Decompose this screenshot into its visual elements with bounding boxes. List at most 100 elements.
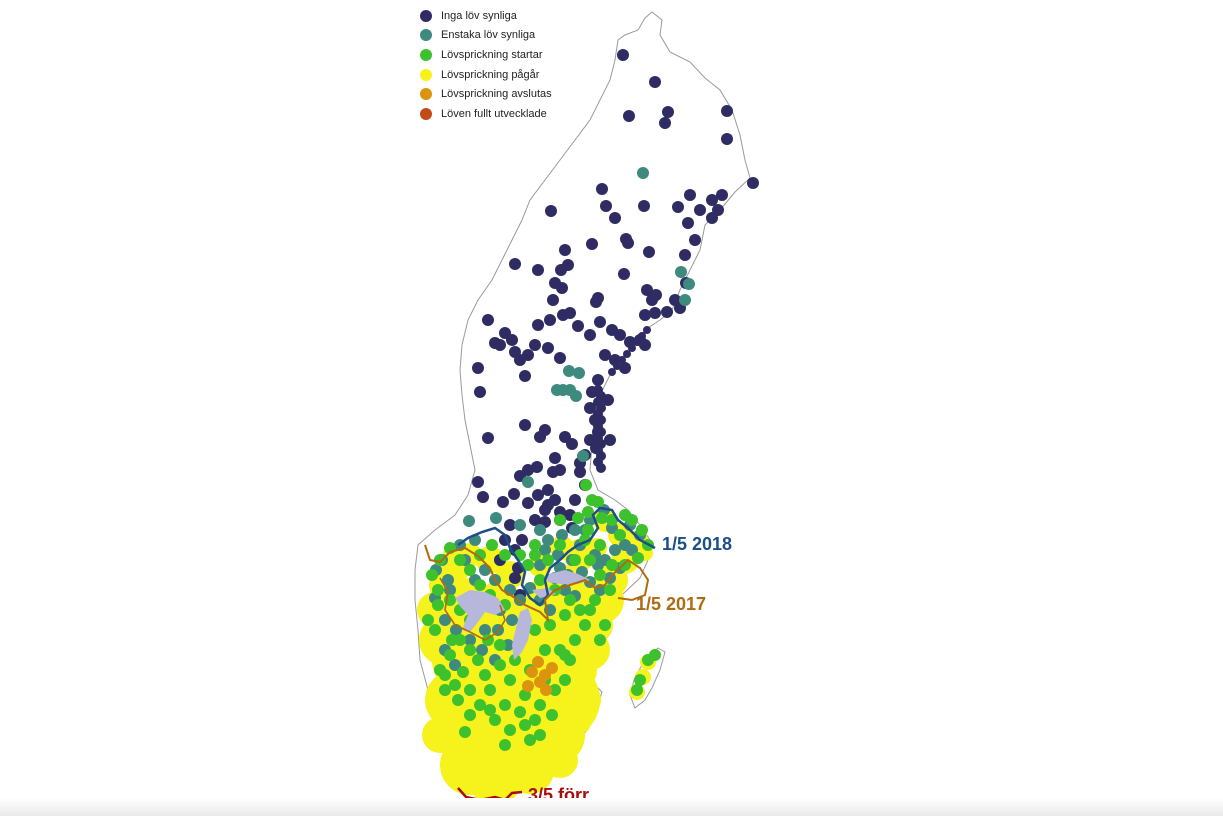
observation-dot xyxy=(454,554,466,566)
observation-dot xyxy=(459,726,471,738)
observation-dot xyxy=(489,714,501,726)
observation-dot xyxy=(632,552,644,564)
legend-label: Inga löv synliga xyxy=(441,9,517,22)
observation-dot xyxy=(564,594,576,606)
observation-dot xyxy=(706,212,718,224)
leafing-area xyxy=(584,706,596,718)
observation-dot xyxy=(464,644,476,656)
observation-dot xyxy=(747,177,759,189)
observation-dot xyxy=(649,307,661,319)
observation-dot xyxy=(623,350,631,358)
observation-dot xyxy=(449,679,461,691)
observation-dot xyxy=(449,659,461,671)
observation-dot xyxy=(444,649,456,661)
observation-dot xyxy=(532,489,544,501)
legend-item: Enstaka löv synliga xyxy=(420,26,552,46)
observation-dot xyxy=(596,183,608,195)
observation-dot xyxy=(464,634,476,646)
observation-dot xyxy=(628,344,636,352)
observation-dot xyxy=(549,684,561,696)
observation-dot xyxy=(547,294,559,306)
observation-dot xyxy=(594,539,606,551)
observation-dot xyxy=(554,539,566,551)
observation-dot xyxy=(626,514,638,526)
legend: Inga löv synliga Enstaka löv synliga Löv… xyxy=(420,6,552,124)
observation-dot xyxy=(452,694,464,706)
observation-dot xyxy=(569,524,581,536)
observation-dot xyxy=(604,434,616,446)
observation-dot xyxy=(638,332,646,340)
legend-item: Inga löv synliga xyxy=(420,6,552,26)
observation-dot xyxy=(534,574,546,586)
observation-dot xyxy=(559,244,571,256)
observation-dot xyxy=(509,258,521,270)
observation-dot xyxy=(566,438,578,450)
observation-dot xyxy=(474,579,486,591)
legend-dot xyxy=(420,9,432,22)
legend-dot xyxy=(420,88,432,101)
observation-dot xyxy=(482,432,494,444)
observation-dot xyxy=(559,609,571,621)
observation-dot xyxy=(706,194,718,206)
observation-dot xyxy=(569,634,581,646)
observation-points xyxy=(422,49,759,751)
observation-dot xyxy=(506,614,518,626)
observation-dot xyxy=(489,337,501,349)
observation-dot xyxy=(504,724,516,736)
observation-dot xyxy=(422,614,434,626)
observation-dot xyxy=(614,329,626,341)
observation-dot xyxy=(600,200,612,212)
observation-dot xyxy=(613,362,621,370)
observation-dot xyxy=(584,402,596,414)
observation-dot xyxy=(486,539,498,551)
front-line-2018 xyxy=(457,506,656,607)
observation-dot xyxy=(594,569,606,581)
observation-dot xyxy=(504,519,516,531)
observation-dot xyxy=(464,709,476,721)
observation-dot xyxy=(524,734,536,746)
observation-dot xyxy=(509,654,521,666)
observation-dot xyxy=(547,466,559,478)
observation-dot xyxy=(474,386,486,398)
observation-dot xyxy=(636,524,648,536)
observation-dot xyxy=(563,365,575,377)
observation-dot xyxy=(594,634,606,646)
observation-dot xyxy=(499,739,511,751)
leafing-area xyxy=(422,717,458,753)
observation-dot xyxy=(596,512,608,524)
observation-dot xyxy=(675,266,687,278)
observation-dot xyxy=(534,524,546,536)
leafing-area xyxy=(542,742,578,778)
observation-dot xyxy=(539,424,551,436)
observation-dot xyxy=(590,296,602,308)
observation-dot xyxy=(472,654,484,666)
observation-dot xyxy=(439,684,451,696)
observation-dot xyxy=(508,488,520,500)
observation-dot xyxy=(464,684,476,696)
legend-item: Lövsprickning startar xyxy=(420,45,552,65)
observation-dot xyxy=(429,624,441,636)
observation-dot xyxy=(559,674,571,686)
observation-dot xyxy=(504,674,516,686)
observation-dot xyxy=(477,491,489,503)
observation-dot xyxy=(638,200,650,212)
observation-dot xyxy=(499,549,511,561)
observation-dot xyxy=(694,204,706,216)
observation-dot xyxy=(522,559,534,571)
observation-dot xyxy=(542,342,554,354)
observation-dot xyxy=(582,524,594,536)
observation-dot xyxy=(519,370,531,382)
lake-vanern xyxy=(455,590,505,632)
observation-dot xyxy=(532,656,544,668)
observation-dot xyxy=(434,554,446,566)
legend-dot xyxy=(420,68,432,81)
observation-dot xyxy=(426,569,438,581)
observation-dot xyxy=(544,619,556,631)
observation-dot xyxy=(618,268,630,280)
observation-dot xyxy=(542,534,554,546)
observation-dot xyxy=(592,374,604,386)
leafing-area xyxy=(577,607,613,643)
legend-item: Lövsprickning pågår xyxy=(420,65,552,85)
observation-dot xyxy=(599,349,611,361)
observation-dot xyxy=(464,564,476,576)
